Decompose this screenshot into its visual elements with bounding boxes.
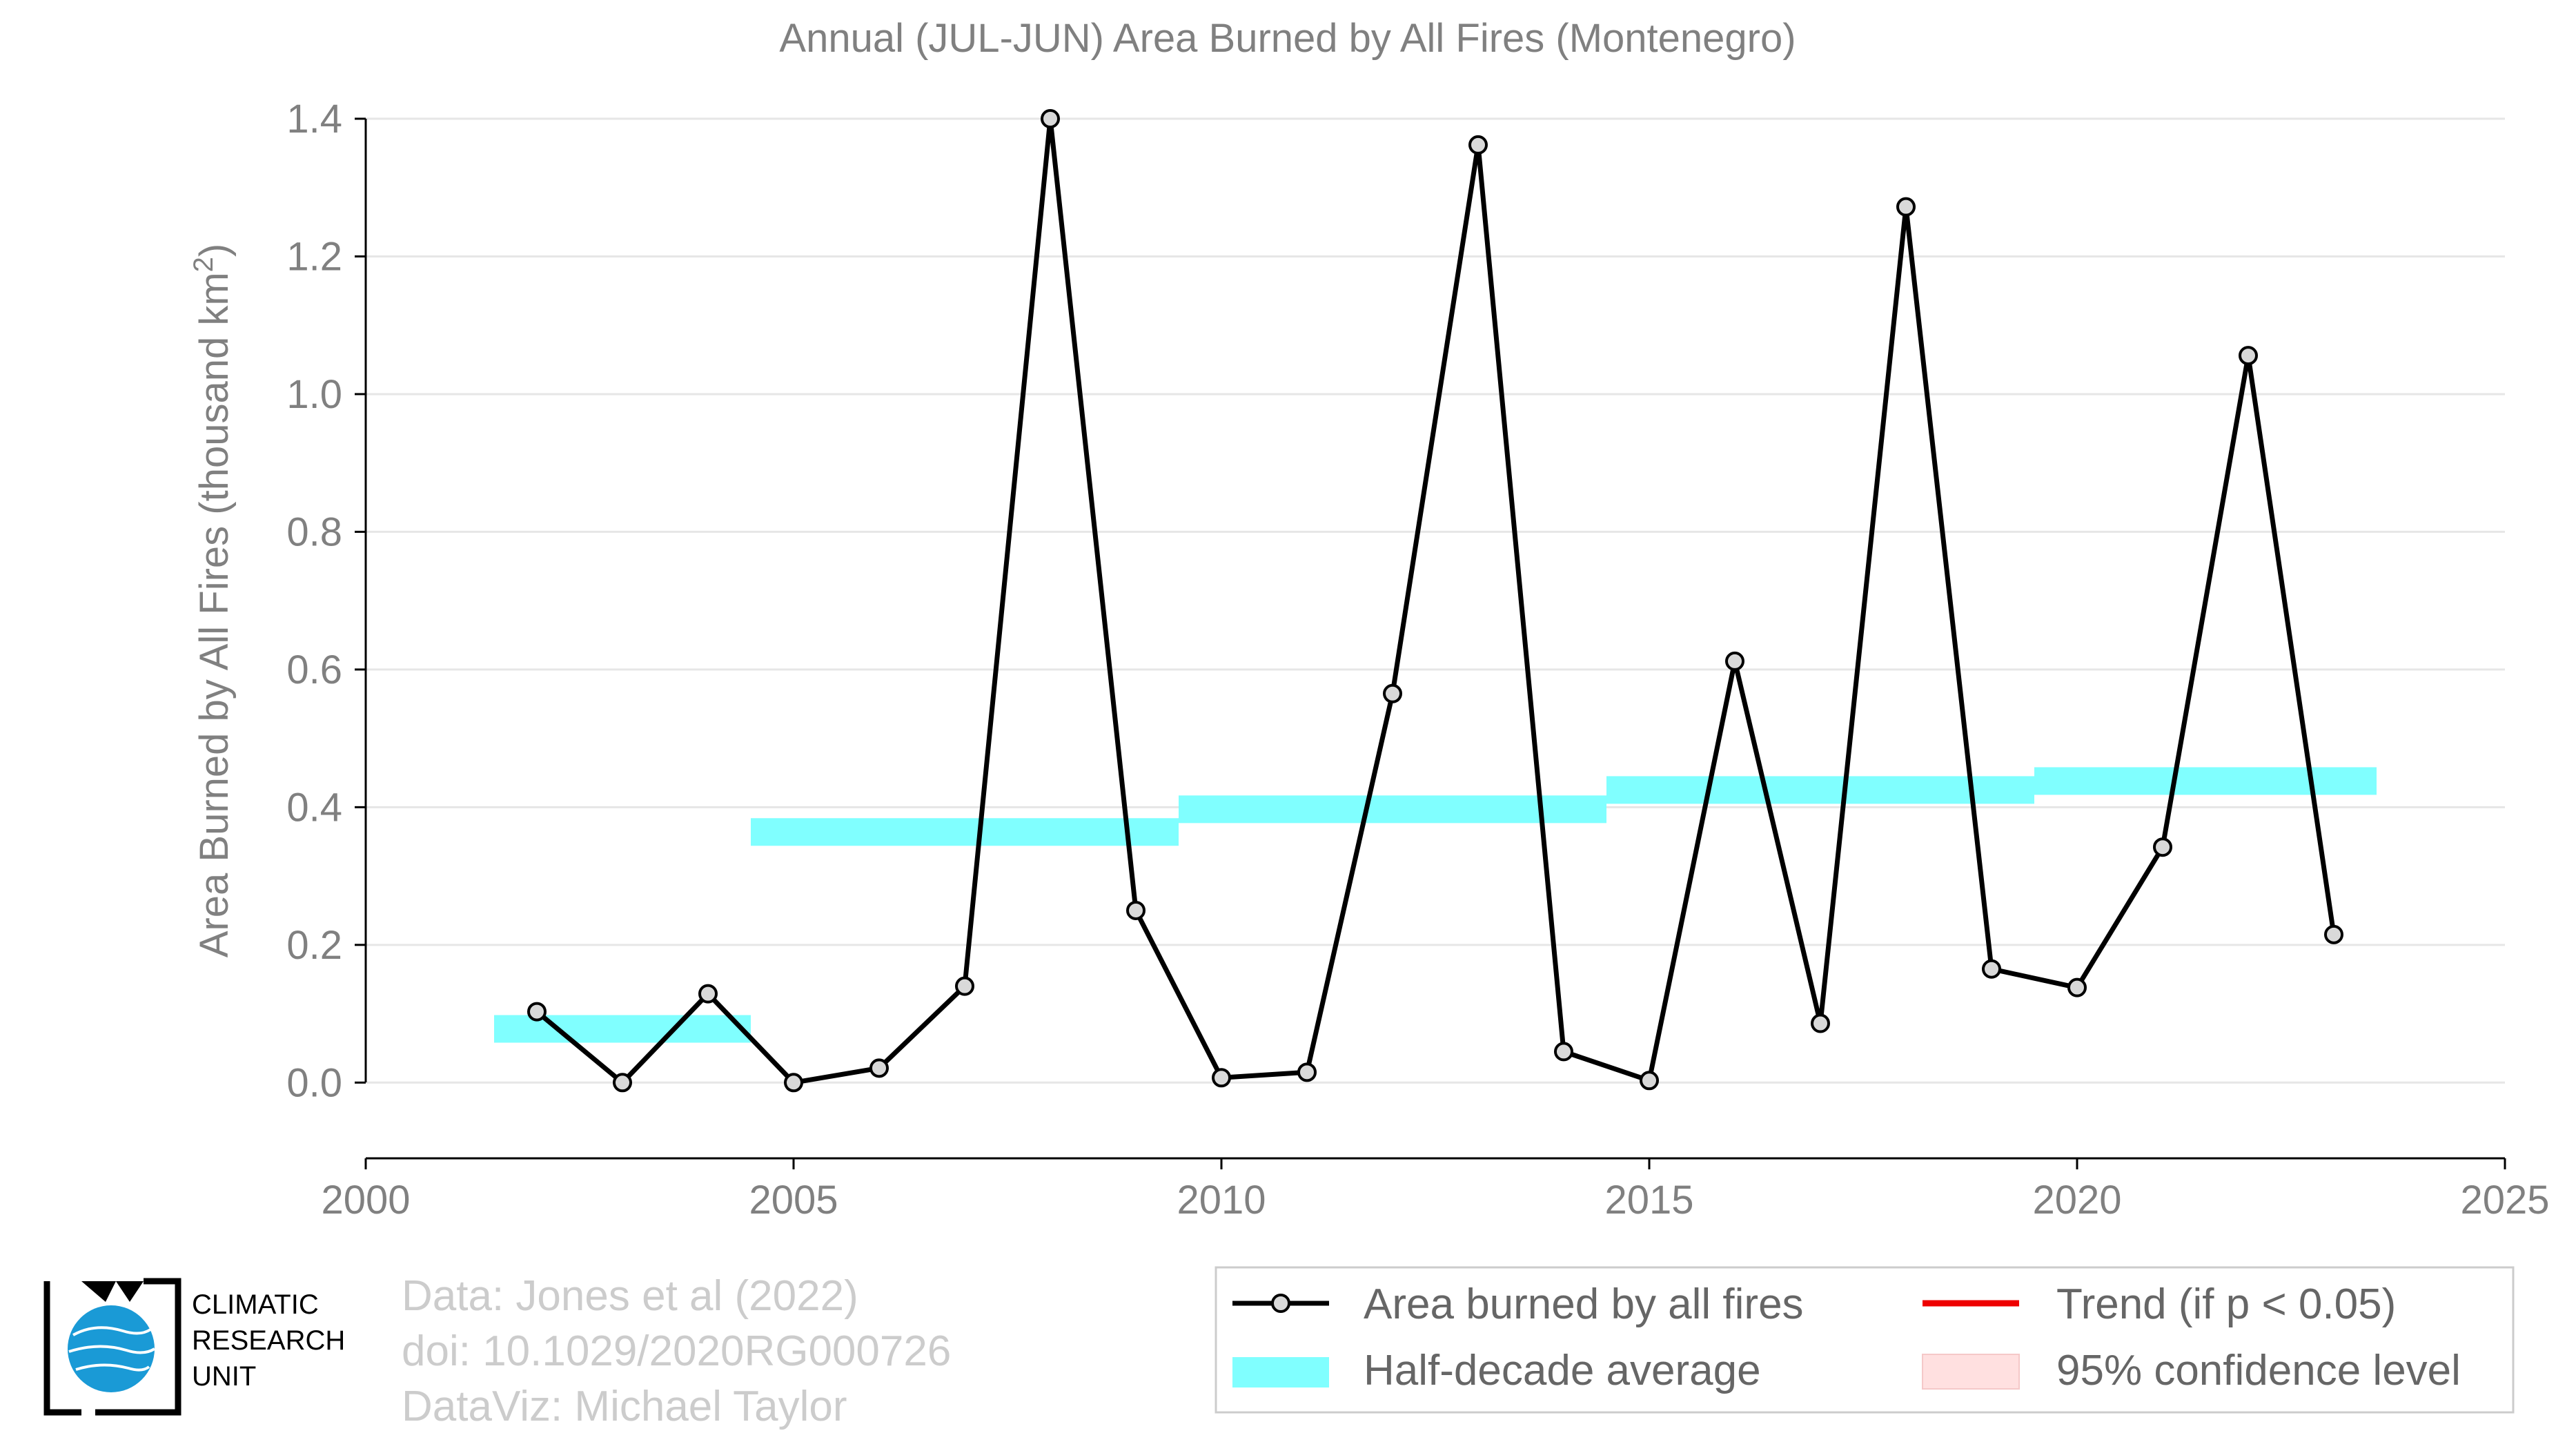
half-decade-bar-3 [1606, 776, 2034, 804]
series-points [527, 109, 2343, 1093]
logo-line-2: RESEARCH [192, 1325, 346, 1356]
cru-logo: CLIMATIC RESEARCH UNIT [40, 1274, 364, 1419]
half-decade-bar-1 [751, 818, 1179, 846]
data-point-2006 [869, 1058, 889, 1078]
y-tick-label-2: 0.4 [286, 785, 342, 830]
y-axis-ticks: 0.0 0.2 0.4 0.6 0.8 1.0 1.2 1.4 [286, 97, 366, 1105]
y-axis-label: Area Burned by All Fires (thousand km2) [188, 244, 237, 958]
credit-doi: doi: 10.1029/2020RG000726 [402, 1327, 952, 1375]
x-axis-ticks: 2000 2005 2010 2015 2020 2025 [321, 1158, 2550, 1223]
series-line-area-burned [535, 116, 2337, 1085]
x-tick-label-0: 2000 [321, 1178, 410, 1223]
data-point-2017 [1811, 1013, 1830, 1033]
x-tick-label-3: 2015 [1604, 1178, 1693, 1223]
logo-line-3: UNIT [192, 1361, 257, 1392]
y-tick-label-6: 1.2 [286, 234, 342, 279]
data-credits: Data: Jones et al (2022) doi: 10.1029/20… [402, 1269, 951, 1434]
data-point-2016 [1725, 651, 1744, 671]
data-point-2020 [2067, 977, 2087, 997]
cru-logo-icon [43, 1278, 181, 1416]
data-point-2005 [784, 1073, 803, 1093]
data-point-2010 [1212, 1068, 1231, 1088]
legend-label-confidence: 95% confidence level [2056, 1347, 2461, 1394]
y-tick-label-5: 1.0 [286, 372, 342, 417]
y-tick-label-7: 1.4 [286, 97, 342, 142]
x-tick-label-1: 2005 [749, 1178, 838, 1223]
chart-title: Annual (JUL-JUN) Area Burned by All Fire… [779, 16, 1796, 61]
legend-box [1215, 1266, 2515, 1414]
data-point-2023 [2324, 924, 2343, 944]
x-tick-label-4: 2020 [2032, 1178, 2121, 1223]
legend-marker-area-burned [1271, 1294, 1290, 1313]
data-point-2019 [1982, 959, 2001, 979]
data-point-2009 [1126, 900, 1146, 920]
y-tick-label-4: 0.8 [286, 509, 342, 554]
y-tick-label-1: 0.2 [286, 923, 342, 968]
data-point-2022 [2239, 346, 2258, 366]
credit-dataviz: DataViz: Michael Taylor [402, 1383, 847, 1430]
grid-lines [366, 117, 2505, 1084]
legend-swatch-half-decade [1232, 1357, 1329, 1387]
data-point-2008 [1041, 109, 1060, 128]
legend-label-half-decade: Half-decade average [1364, 1347, 1761, 1394]
data-point-2012 [1383, 683, 1402, 703]
x-tick-label-2: 2010 [1177, 1178, 1266, 1223]
legend-label-trend: Trend (if p < 0.05) [2056, 1280, 2396, 1328]
data-point-2018 [1896, 197, 1916, 217]
data-point-2013 [1468, 135, 1488, 155]
data-point-2002 [527, 1002, 547, 1022]
y-tick-label-3: 0.6 [286, 647, 342, 692]
credit-data-source: Data: Jones et al (2022) [402, 1272, 858, 1320]
data-point-2014 [1554, 1042, 1573, 1062]
legend-label-area-burned: Area burned by all fires [1364, 1280, 1804, 1328]
data-point-2004 [698, 984, 718, 1004]
y-tick-label-0: 0.0 [286, 1060, 342, 1105]
cru-logo-text: CLIMATIC RESEARCH UNIT [192, 1287, 345, 1394]
legend-swatch-confidence [1922, 1354, 2020, 1390]
data-point-2003 [613, 1073, 632, 1093]
half-decade-bar-4 [2034, 767, 2377, 795]
data-point-2007 [955, 976, 974, 996]
data-point-2015 [1640, 1071, 1659, 1091]
half-decade-bar-2 [1179, 795, 1606, 824]
logo-line-1: CLIMATIC [192, 1289, 319, 1320]
half-decade-average-bands [494, 767, 2377, 1043]
x-tick-label-5: 2025 [2460, 1178, 2549, 1223]
legend: Area burned by all fires Trend (if p < 0… [1215, 1266, 2515, 1414]
data-point-2021 [2153, 837, 2172, 857]
data-point-2011 [1297, 1062, 1317, 1082]
